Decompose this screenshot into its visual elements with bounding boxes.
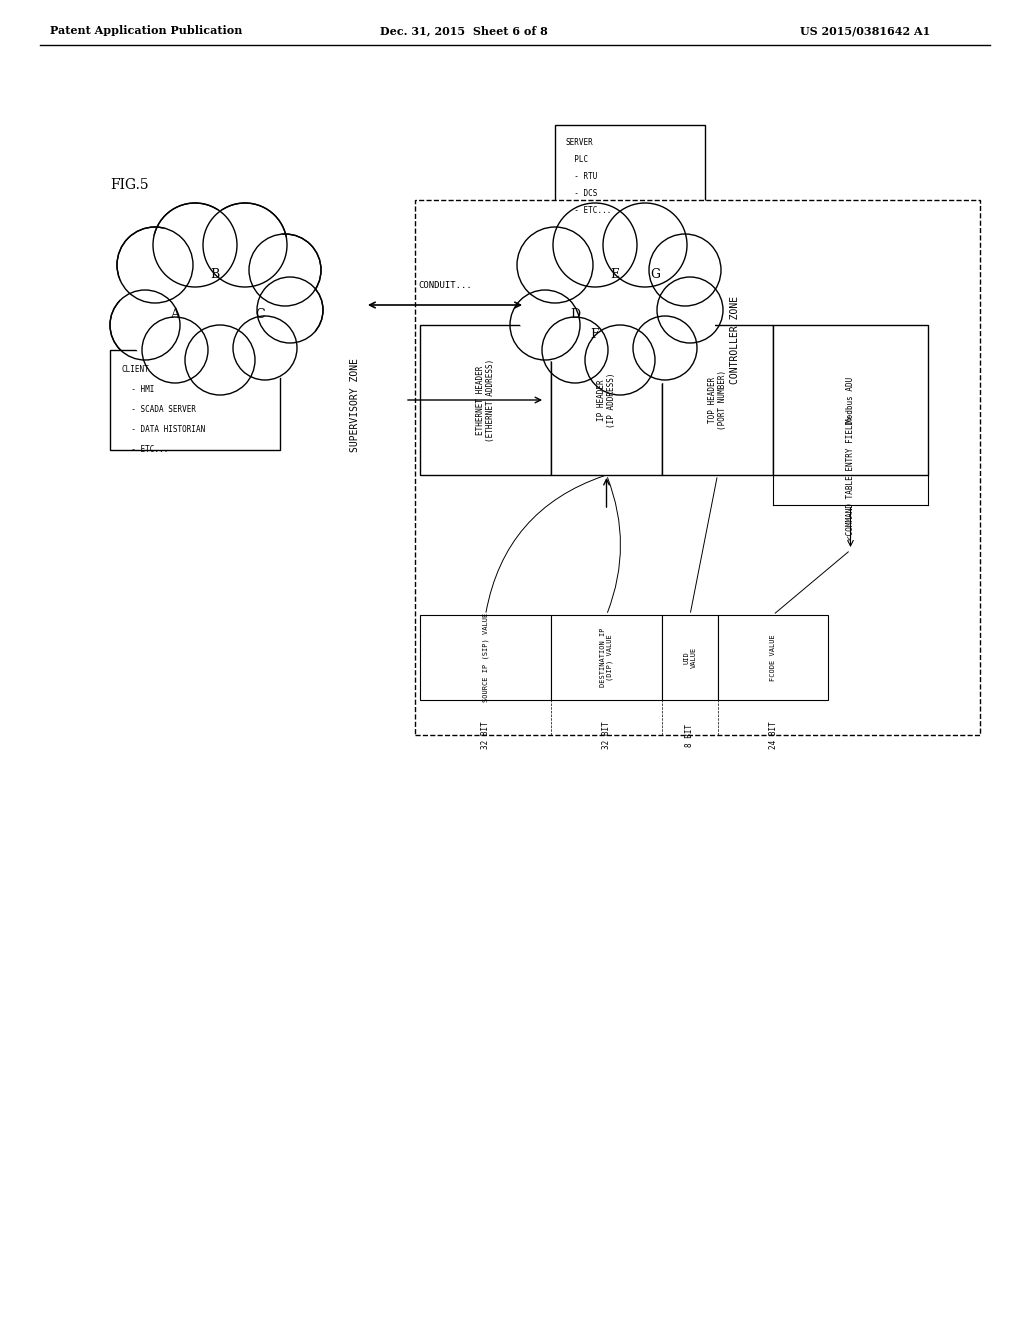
- Text: <COMMAND TABLE ENTRY FIELD>: <COMMAND TABLE ENTRY FIELD>: [846, 414, 855, 540]
- Polygon shape: [120, 210, 315, 389]
- Bar: [718, 615, 828, 700]
- Text: SOURCE IP (SIP) VALUE: SOURCE IP (SIP) VALUE: [482, 612, 488, 702]
- Text: Patent Application Publication: Patent Application Publication: [50, 25, 243, 36]
- Polygon shape: [520, 210, 715, 389]
- Text: 24 BIT: 24 BIT: [768, 721, 777, 748]
- Text: CLIENT: CLIENT: [122, 366, 150, 374]
- Text: SERVER: SERVER: [565, 139, 593, 147]
- Bar: [555, 125, 705, 220]
- Text: Modbus ADU: Modbus ADU: [846, 378, 855, 424]
- Text: FIG.5: FIG.5: [110, 178, 148, 191]
- Text: FCODE VALUE: FCODE VALUE: [770, 634, 776, 681]
- Bar: [551, 615, 662, 700]
- Text: E: E: [610, 268, 620, 281]
- Bar: [415, 201, 980, 735]
- Text: C: C: [255, 309, 265, 322]
- Bar: [551, 325, 662, 475]
- Text: B: B: [210, 268, 219, 281]
- Text: Dec. 31, 2015  Sheet 6 of 8: Dec. 31, 2015 Sheet 6 of 8: [380, 25, 548, 36]
- Text: 32 BIT: 32 BIT: [602, 721, 611, 748]
- Bar: [420, 615, 551, 700]
- Text: US 2015/0381642 A1: US 2015/0381642 A1: [800, 25, 930, 36]
- Text: F: F: [591, 329, 599, 342]
- Text: PLC: PLC: [565, 154, 588, 164]
- Text: - DATA HISTORIAN: - DATA HISTORIAN: [122, 425, 205, 434]
- Bar: [110, 350, 280, 450]
- Bar: [773, 325, 928, 475]
- Text: CONTROLLER ZONE: CONTROLLER ZONE: [730, 296, 740, 384]
- Text: A: A: [171, 309, 179, 322]
- Text: - ETC...: - ETC...: [122, 445, 168, 454]
- Bar: [420, 325, 551, 475]
- Text: IP HEADER
(IP ADDRESS): IP HEADER (IP ADDRESS): [597, 372, 616, 428]
- Text: 8 BIT: 8 BIT: [685, 723, 694, 747]
- Text: - SCADA SERVER: - SCADA SERVER: [122, 405, 196, 414]
- Text: - HMI: - HMI: [122, 385, 155, 393]
- Text: UID
VALUE: UID VALUE: [683, 647, 696, 668]
- Text: - DCS: - DCS: [565, 189, 597, 198]
- Text: ETHERNET HEADER
(ETHERNET ADDRESS): ETHERNET HEADER (ETHERNET ADDRESS): [476, 358, 496, 442]
- Text: G: G: [650, 268, 660, 281]
- Text: SUPERVISORY ZONE: SUPERVISORY ZONE: [350, 358, 360, 451]
- Bar: [662, 325, 773, 475]
- Text: - ETC...: - ETC...: [565, 206, 611, 215]
- Text: D: D: [570, 309, 580, 322]
- Text: TOP HEADER
(PORT NUMBER): TOP HEADER (PORT NUMBER): [708, 370, 727, 430]
- Text: 32 BIT: 32 BIT: [481, 721, 490, 748]
- Text: CONDUIT...: CONDUIT...: [418, 281, 472, 289]
- Text: DESTINATION IP
(DIP) VALUE: DESTINATION IP (DIP) VALUE: [600, 628, 613, 688]
- Text: - RTU: - RTU: [565, 172, 597, 181]
- Bar: [662, 615, 718, 700]
